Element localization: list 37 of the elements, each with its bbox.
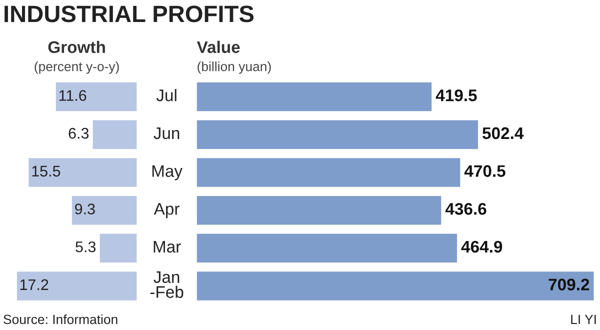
bar [196,158,460,187]
data-label: 436.6 [445,202,486,215]
bar [92,120,137,150]
data-label: 709.2 [548,278,590,290]
y-tick-label: Jun [154,127,180,140]
bar [196,272,594,300]
bar [16,272,137,300]
data-label: 419.5 [436,89,477,102]
chart-title: Growth [48,40,105,54]
data-label: 464.9 [461,240,502,253]
y-tick-label: Jul [156,89,176,102]
text: INDUSTRIAL PROFITS [4,6,254,22]
chart-subtitle: (percent y-o-y) [34,62,119,74]
data-label: 6.3 [68,128,89,139]
bar [196,196,442,225]
bar [72,196,137,225]
y-tick-label: Jan -Feb [150,271,184,298]
bar [196,120,478,150]
chart-subtitle: (billion yuan) [198,62,271,74]
y-tick-label: Apr [154,203,180,218]
text: LI YI [571,314,596,324]
source-note: Source: Information [4,314,118,324]
data-label: 9.3 [75,204,95,214]
y-tick-label: Mar [154,241,181,253]
bar [56,82,137,112]
bar [100,234,137,263]
bar [196,234,458,263]
bar [196,82,432,112]
data-label: 15.5 [32,166,60,177]
y-tick-label: May [152,165,183,180]
chart-title: Value [196,40,240,54]
data-label: 17.2 [20,279,48,290]
data-label: 470.5 [464,165,506,177]
data-label: 502.4 [482,127,524,140]
data-label: 5.3 [76,241,96,252]
data-label: 11.6 [59,90,86,101]
bar [28,158,137,187]
